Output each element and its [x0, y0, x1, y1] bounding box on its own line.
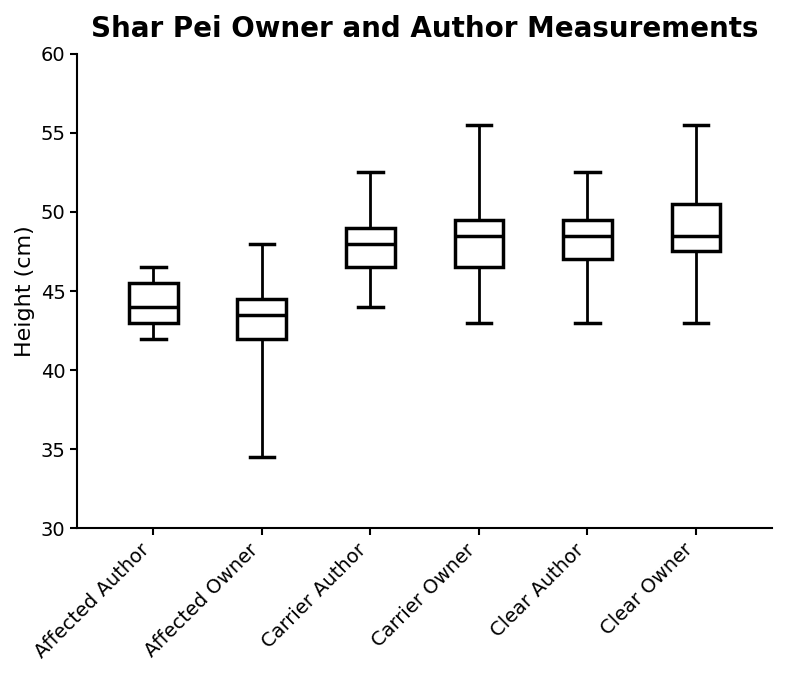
PathPatch shape — [238, 299, 286, 338]
Title: Shar Pei Owner and Author Measurements: Shar Pei Owner and Author Measurements — [91, 15, 759, 43]
PathPatch shape — [455, 220, 504, 267]
Y-axis label: Height (cm): Height (cm) — [15, 225, 35, 357]
PathPatch shape — [129, 283, 178, 323]
PathPatch shape — [671, 204, 720, 251]
PathPatch shape — [346, 227, 395, 267]
PathPatch shape — [563, 220, 612, 259]
